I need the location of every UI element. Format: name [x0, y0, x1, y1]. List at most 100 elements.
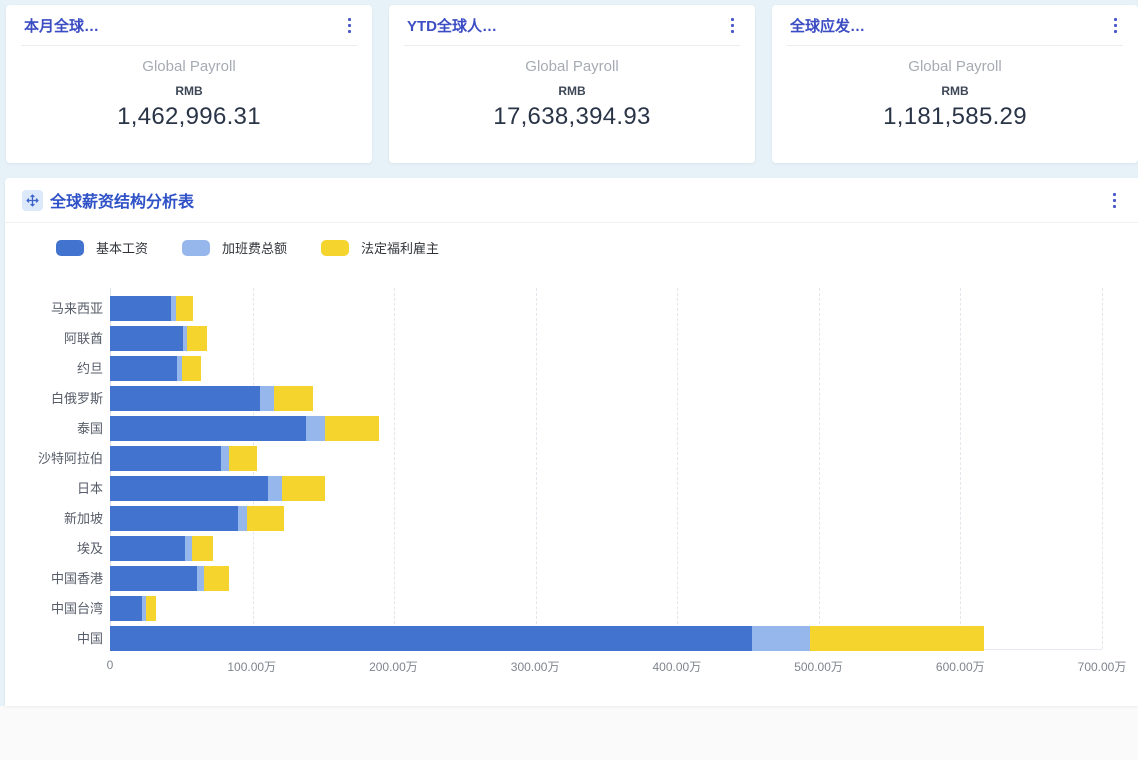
card-currency-label: RMB	[558, 84, 586, 98]
stacked-bar-chart: 马来西亚 阿联酋 约旦 白俄罗斯 泰国 沙特阿拉伯 日本 新加坡 埃及 中国香港 中国台湾 中国 0 10…	[5, 288, 1138, 688]
y-axis-label: 埃及	[76, 541, 103, 556]
kebab-menu-icon	[1106, 16, 1124, 34]
legend-swatch-icon	[56, 239, 84, 256]
salary-structure-panel: 全球薪资结构分析表 基本工资 加班费总额 法定福利雇主 马来西亚 阿联酋 约旦 白俄罗斯泰…	[5, 178, 1138, 706]
card-header: YTD全球人…	[389, 5, 755, 45]
card-value: 1,462,996.31	[117, 103, 261, 130]
bar-segment[interactable]	[110, 356, 178, 381]
card-header: 本月全球…	[6, 5, 372, 45]
bar-row	[110, 416, 1102, 441]
bar-segment[interactable]	[110, 596, 142, 621]
bar-row	[110, 386, 1102, 411]
bar-segment[interactable]	[110, 446, 221, 471]
bar-segment[interactable]	[175, 296, 193, 321]
kebab-menu-icon	[723, 16, 741, 34]
bar-segment[interactable]	[810, 626, 985, 651]
card-menu-button[interactable]	[723, 16, 741, 34]
bar-segment[interactable]	[247, 506, 284, 531]
bar-segment[interactable]	[185, 536, 193, 561]
panel-header: 全球薪资结构分析表	[5, 178, 1138, 223]
bar-segment[interactable]	[260, 386, 274, 411]
kebab-menu-icon	[1105, 191, 1123, 209]
x-axis-tick-label: 600.00万	[935, 660, 985, 674]
kebab-menu-icon	[340, 16, 358, 34]
bar-row	[110, 476, 1102, 501]
kpi-card-monthly-global: 本月全球… Global Payroll RMB 1,462,996.31	[6, 5, 372, 163]
bar-segment[interactable]	[110, 506, 238, 531]
bar-segment[interactable]	[170, 296, 176, 321]
kpi-card-ytd-global: YTD全球人… Global Payroll RMB 17,638,394.93	[389, 5, 755, 163]
legend-label: 基本工资	[96, 241, 149, 256]
y-axis-label: 白俄罗斯	[50, 391, 103, 406]
bar-segment[interactable]	[110, 476, 268, 501]
bar-segment[interactable]	[141, 596, 147, 621]
bar-segment[interactable]	[182, 326, 188, 351]
card-subtitle: Global Payroll	[908, 58, 1002, 75]
bar-segment[interactable]	[197, 566, 205, 591]
y-axis-label: 新加坡	[63, 511, 103, 526]
bar-segment[interactable]	[220, 446, 230, 471]
bar-segment[interactable]	[751, 626, 811, 651]
bar-segment[interactable]	[273, 386, 314, 411]
bar-segment[interactable]	[268, 476, 283, 501]
x-axis-tick-label: 100.00万	[227, 660, 277, 674]
y-axis-label: 沙特阿拉伯	[37, 451, 103, 466]
bar-row	[110, 506, 1102, 531]
card-title: YTD全球人…	[407, 17, 498, 35]
bar-row	[110, 356, 1102, 381]
card-menu-button[interactable]	[1106, 16, 1124, 34]
gridline	[394, 288, 396, 649]
legend-item[interactable]: 加班费总额	[182, 238, 287, 257]
legend-swatch-icon	[182, 239, 211, 256]
bar-segment[interactable]	[182, 356, 202, 381]
bar-segment[interactable]	[146, 596, 157, 621]
gridline	[1102, 288, 1103, 649]
kpi-card-global-payable: 全球应发… Global Payroll RMB 1,181,585.29	[772, 5, 1138, 163]
bar-segment[interactable]	[177, 356, 183, 381]
legend-swatch-icon	[321, 239, 350, 256]
move-icon[interactable]	[22, 189, 43, 211]
card-subtitle: Global Payroll	[142, 58, 236, 75]
card-title: 本月全球…	[24, 17, 100, 35]
legend-label: 法定福利雇主	[361, 241, 440, 256]
bar-segment[interactable]	[282, 476, 326, 501]
bar-segment[interactable]	[306, 416, 326, 441]
y-axis-label: 中国	[76, 631, 103, 646]
bar-row	[110, 596, 1102, 621]
bar-segment[interactable]	[110, 626, 752, 651]
legend-item[interactable]: 法定福利雇主	[321, 238, 439, 257]
kpi-cards-row: 本月全球… Global Payroll RMB 1,462,996.31 YT…	[6, 5, 1138, 163]
card-value: 17,638,394.93	[493, 103, 651, 130]
card-currency-label: RMB	[941, 84, 969, 98]
panel-menu-button[interactable]	[1105, 191, 1123, 209]
bar-segment[interactable]	[204, 566, 230, 591]
bar-segment[interactable]	[110, 386, 261, 411]
bar-segment[interactable]	[110, 416, 307, 441]
bar-segment[interactable]	[110, 566, 198, 591]
bar-row	[110, 536, 1102, 561]
y-axis-label: 中国香港	[50, 571, 103, 586]
x-axis-tick-label: 500.00万	[794, 660, 843, 674]
card-menu-button[interactable]	[340, 16, 358, 34]
gridline	[960, 288, 962, 649]
bar-row	[110, 326, 1102, 351]
legend-item[interactable]: 基本工资	[56, 238, 148, 257]
card-header: 全球应发…	[772, 5, 1138, 45]
bar-segment[interactable]	[187, 326, 208, 351]
card-body: Global Payroll RMB 1,462,996.31	[6, 58, 372, 131]
bar-segment[interactable]	[110, 296, 171, 321]
card-body: Global Payroll RMB 1,181,585.29	[772, 58, 1138, 131]
bar-segment[interactable]	[192, 536, 214, 561]
panel-title: 全球薪资结构分析表	[50, 194, 195, 211]
bar-segment[interactable]	[237, 506, 248, 531]
bar-segment[interactable]	[110, 536, 186, 561]
bar-row	[110, 446, 1102, 471]
y-axis-label: 中国台湾	[50, 601, 103, 616]
bar-segment[interactable]	[325, 416, 379, 441]
x-axis-tick-label: 400.00万	[652, 660, 702, 674]
gridline	[535, 288, 537, 649]
bar-segment[interactable]	[229, 446, 258, 471]
bar-segment[interactable]	[110, 326, 183, 351]
y-axis-label: 阿联酋	[63, 331, 103, 346]
y-axis-label: 日本	[76, 481, 103, 496]
